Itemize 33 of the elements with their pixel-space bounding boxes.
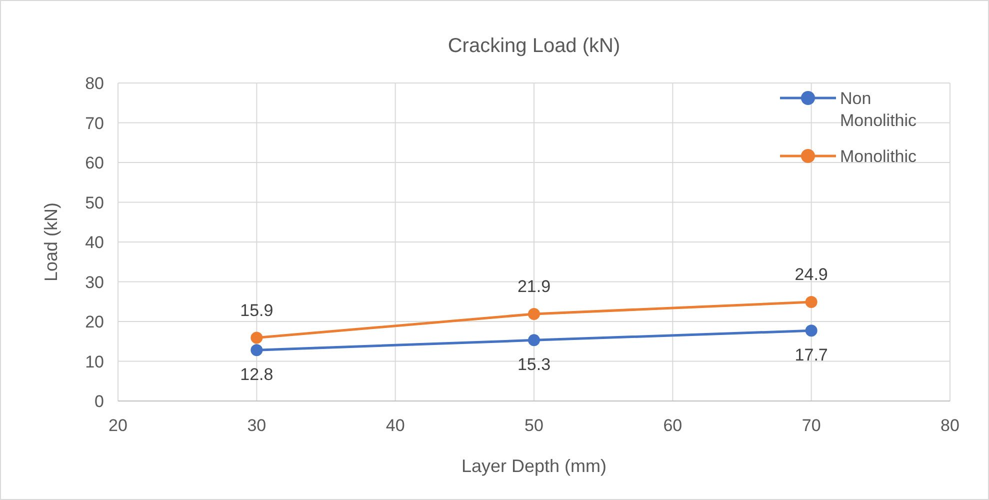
point — [528, 334, 540, 346]
data-label: 17.7 — [794, 346, 828, 365]
data-label: 21.9 — [517, 276, 551, 296]
point — [250, 332, 263, 344]
y-tick-label: 50 — [85, 193, 104, 212]
x-tick-label: 20 — [108, 416, 128, 435]
point — [250, 344, 263, 356]
x-tick-label: 70 — [802, 416, 821, 435]
legend-label: Monolithic — [840, 147, 918, 166]
y-tick-label: 60 — [85, 154, 104, 172]
data-label: 15.9 — [240, 300, 274, 320]
point — [805, 296, 818, 308]
y-tick-label: 20 — [85, 312, 104, 332]
x-tick-label: 30 — [247, 416, 266, 435]
x-axis-title: Layer Depth (mm) — [461, 456, 607, 476]
x-tick-label: 60 — [663, 416, 682, 435]
y-tick-label: 10 — [85, 352, 104, 372]
point — [528, 308, 540, 320]
x-tick-label: 80 — [940, 416, 960, 435]
chart-title: Cracking Load (kN) — [448, 35, 620, 57]
y-tick-label: 30 — [85, 272, 104, 292]
x-tick-label: 40 — [386, 416, 405, 435]
y-tick-label: 80 — [85, 74, 104, 93]
y-tick-label: 70 — [85, 114, 104, 133]
data-label: 15.3 — [517, 355, 551, 374]
y-tick-label: 0 — [94, 392, 104, 411]
y-tick-label: 40 — [85, 233, 104, 252]
data-label: 24.9 — [794, 265, 828, 284]
y-axis-title: Load (kN) — [41, 202, 61, 282]
data-label: 12.8 — [240, 365, 274, 384]
point — [805, 324, 818, 337]
legend-label: Non Monolithic — [840, 89, 918, 130]
x-tick-label: 50 — [524, 416, 544, 435]
